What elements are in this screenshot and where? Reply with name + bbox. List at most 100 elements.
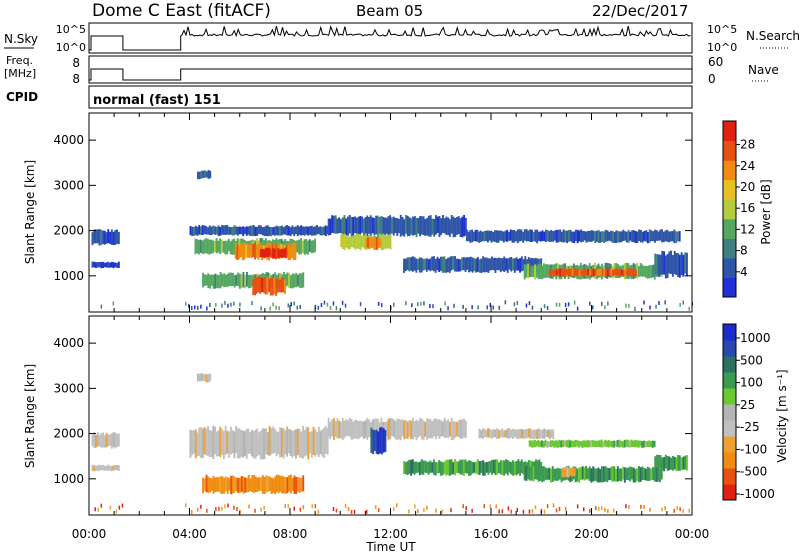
power-data-cell: [289, 245, 292, 261]
power-data-cell: [217, 225, 220, 237]
velocity-data-cell: [506, 460, 509, 476]
power-ytick-label: 3000: [53, 178, 84, 192]
power-data-cell: [487, 258, 490, 273]
power-data-cell: [234, 242, 237, 259]
velocity-data-cell: [517, 459, 520, 474]
velocity-data-cell: [678, 455, 681, 471]
power-data-cell: [435, 215, 437, 235]
velocity-ground-speckle: [501, 509, 504, 514]
velocity-data-cell: [447, 459, 449, 475]
power-data-cell: [282, 227, 285, 235]
velocity-data-cell: [555, 440, 557, 448]
velocity-data-cell: [217, 430, 220, 457]
power-data-cell: [385, 217, 388, 234]
power-data-cell: [208, 225, 211, 235]
power-ground-speckle: [405, 301, 407, 306]
power-data-cell: [512, 258, 514, 271]
velocity-data-cell: [646, 466, 649, 481]
power-ground-speckle: [679, 303, 681, 307]
velocity-data-cell: [548, 441, 550, 448]
power-data-cell: [576, 268, 579, 277]
power-data-cell: [343, 233, 346, 250]
velocity-data-cell: [539, 441, 542, 448]
velocity-data-cell: [531, 430, 534, 439]
power-data-cell: [476, 229, 479, 242]
power-data-cell: [612, 269, 614, 277]
power-data-cell: [483, 231, 486, 242]
power-ground-speckle: [423, 301, 425, 306]
power-data-cell: [403, 258, 405, 273]
power-data-cell: [110, 229, 113, 245]
velocity-ground-speckle: [564, 507, 567, 511]
power-data-cell: [417, 218, 420, 234]
power-data-cell: [662, 231, 665, 243]
velocity-y-axis: 1000 2000 3000 4000: [53, 336, 692, 486]
power-data-cell: [279, 273, 282, 286]
velocity-data-cell: [93, 465, 96, 472]
velocity-data-cell: [202, 477, 204, 494]
time-tick-labels: 00:00 04:00 08:00 12:00 16:00 20:00 00:00: [72, 527, 710, 541]
velocity-data-cell: [295, 429, 297, 459]
velocity-data-cell: [247, 428, 250, 454]
power-data-cell: [286, 225, 289, 236]
velocity-colorbar-tick-label: -1000: [740, 487, 775, 501]
velocity-data-cell: [345, 419, 348, 437]
velocity-data-cell: [267, 476, 269, 492]
velocity-colorbar: 1000 500 100 25 -25 -100 -500 -1000: [722, 323, 775, 501]
power-data-cell: [484, 257, 486, 273]
velocity-data-cell: [623, 439, 626, 448]
velocity-data-cell: [433, 459, 435, 475]
velocity-data-cell: [438, 460, 441, 473]
velocity-data-cell: [435, 418, 437, 440]
power-data-cell: [443, 218, 446, 234]
velocity-data-cell: [286, 426, 289, 457]
power-data-cell: [215, 226, 218, 235]
power-data-cell: [300, 238, 302, 255]
velocity-data-cell: [547, 429, 549, 438]
power-data-cell: [525, 264, 528, 278]
power-ground-speckle: [658, 301, 660, 305]
velocity-ground-speckle: [417, 509, 419, 513]
power-data-cell: [275, 278, 278, 296]
velocity-data-cell: [350, 419, 353, 440]
velocity-colorbar-segment: [723, 484, 736, 501]
power-data-cell: [424, 219, 427, 236]
velocity-data-cell: [543, 428, 546, 439]
power-data-cell: [575, 268, 578, 276]
power-data-cell: [606, 268, 609, 277]
velocity-data-cell: [655, 466, 658, 482]
velocity-data-cell: [452, 462, 455, 475]
velocity-ground-speckle: [393, 507, 395, 511]
power-data-cell: [627, 268, 630, 276]
power-data-cell: [646, 266, 649, 279]
power-data-cell: [415, 258, 418, 273]
power-data-cell: [193, 226, 195, 236]
power-data-cell: [281, 248, 283, 258]
velocity-ytick-label: 2000: [53, 427, 84, 441]
power-data-cell: [669, 231, 672, 242]
velocity-data-cell: [265, 475, 268, 493]
power-data-cell: [603, 231, 605, 244]
velocity-data-cell: [541, 440, 543, 448]
velocity-data-cell: [456, 422, 458, 437]
power-data-cell: [550, 229, 553, 242]
power-data-cell: [523, 229, 526, 241]
velocity-ground-speckle: [350, 509, 353, 514]
velocity-data-cell: [222, 431, 225, 459]
power-data-cell: [482, 256, 485, 273]
power-data-cell: [466, 257, 469, 270]
power-data-cell: [574, 229, 577, 242]
power-data-cell: [361, 216, 363, 233]
power-data-cell: [405, 215, 407, 234]
velocity-ground-speckle: [441, 509, 443, 514]
velocity-data-cell: [571, 467, 574, 477]
velocity-data-cell: [530, 440, 533, 448]
power-data-cell: [589, 230, 591, 242]
power-data-cell: [295, 226, 297, 235]
power-ground-speckle: [269, 306, 271, 311]
power-data-cell: [93, 261, 96, 268]
power-data-cell: [374, 237, 377, 250]
velocity-data-cell: [597, 440, 600, 447]
power-data-cell: [459, 259, 462, 272]
velocity-colorbar-tick-label: 1000: [740, 331, 771, 345]
